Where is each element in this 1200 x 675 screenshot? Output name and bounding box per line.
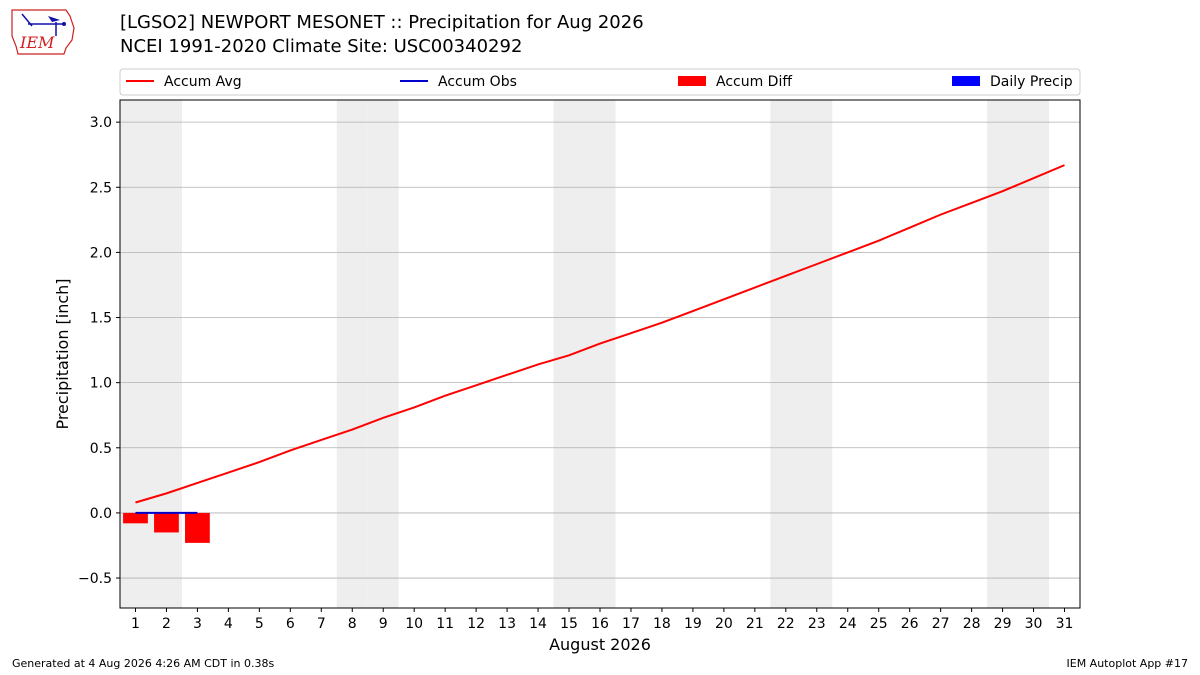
x-tick-label: 7 (317, 616, 326, 632)
x-tick-label: 3 (193, 616, 202, 632)
x-tick-label: 30 (1025, 616, 1043, 632)
legend-swatch-daily-precip (952, 76, 980, 86)
chart-legend: Accum Avg Accum Obs Accum Diff Daily Precip (119, 68, 1081, 96)
x-tick-label: 1 (131, 616, 140, 632)
x-tick-label: 18 (653, 616, 671, 632)
x-tick-label: 10 (405, 616, 423, 632)
legend-label-accum-obs: Accum Obs (438, 74, 517, 90)
generated-timestamp: Generated at 4 Aug 2026 4:26 AM CDT in 0… (12, 657, 275, 670)
x-tick-label: 23 (808, 616, 826, 632)
weekend-shade (553, 100, 585, 608)
x-tick-label: 15 (560, 616, 578, 632)
x-tick-label: 12 (467, 616, 485, 632)
app-label: IEM Autoplot App #17 (1066, 657, 1189, 670)
chart-title: [LGSO2] NEWPORT MESONET :: Precipitation… (120, 12, 644, 33)
x-tick-label: 16 (591, 616, 609, 632)
legend-box (119, 68, 1081, 96)
accum-avg-line (135, 164, 1065, 504)
legend-label-daily-precip: Daily Precip (990, 74, 1073, 90)
y-tick-label: 3.0 (90, 115, 112, 131)
x-tick-label: 29 (994, 616, 1012, 632)
weekend-shade (367, 100, 399, 608)
y-axis-label: Precipitation [inch] (53, 278, 72, 429)
x-tick-label: 13 (498, 616, 516, 632)
x-tick-label: 9 (379, 616, 388, 632)
weekend-shade (120, 100, 151, 608)
x-tick-label: 11 (436, 616, 454, 632)
x-tick-label: 22 (777, 616, 795, 632)
legend-label-accum-avg: Accum Avg (164, 74, 242, 90)
weekend-shade (336, 100, 368, 608)
iem-logo: IEM (11, 9, 75, 55)
x-tick-label: 8 (348, 616, 357, 632)
y-tick-label: 1.5 (90, 311, 112, 327)
accum-diff-bar (185, 512, 210, 543)
x-tick-label: 28 (963, 616, 981, 632)
chart-axes: −0.50.00.51.01.52.02.53.01 2 3 4 5 6 7 8 9 10 11 12… (53, 99, 1081, 654)
weekend-shade (1018, 100, 1050, 608)
x-tick-label: 19 (684, 616, 702, 632)
x-tick-label: 24 (839, 616, 857, 632)
x-tick-label: 5 (255, 616, 264, 632)
weekend-shade (770, 100, 802, 608)
x-tick-label: 31 (1056, 616, 1074, 632)
y-tick-label: −0.5 (78, 571, 112, 587)
x-tick-label: 27 (932, 616, 950, 632)
accum-diff-bar (123, 512, 148, 524)
x-tick-label: 6 (286, 616, 295, 632)
x-tick-label: 4 (224, 616, 233, 632)
plot-area (120, 100, 1080, 608)
chart-subtitle: NCEI 1991-2020 Climate Site: USC00340292 (120, 36, 523, 57)
x-tick-label: 14 (529, 616, 547, 632)
y-tick-label: 2.5 (90, 180, 112, 196)
legend-label-accum-diff: Accum Diff (716, 74, 792, 90)
weekend-shade (584, 100, 616, 608)
x-tick-label: 21 (746, 616, 764, 632)
logo-text: IEM (19, 33, 55, 52)
x-tick-label: 20 (715, 616, 733, 632)
x-tick-label: 17 (622, 616, 640, 632)
weekend-shade (801, 100, 833, 608)
x-axis-label: August 2026 (549, 635, 651, 654)
legend-swatch-accum-diff (678, 76, 706, 86)
y-tick-label: 1.0 (90, 376, 112, 392)
x-tick-label: 2 (162, 616, 171, 632)
y-tick-label: 0.5 (90, 441, 112, 457)
y-tick-label: 2.0 (90, 245, 112, 261)
x-tick-label: 25 (870, 616, 888, 632)
weekend-shade (987, 100, 1019, 608)
x-tick-label: 26 (901, 616, 919, 632)
accum-diff-bar (154, 512, 179, 533)
y-tick-label: 0.0 (90, 506, 112, 522)
